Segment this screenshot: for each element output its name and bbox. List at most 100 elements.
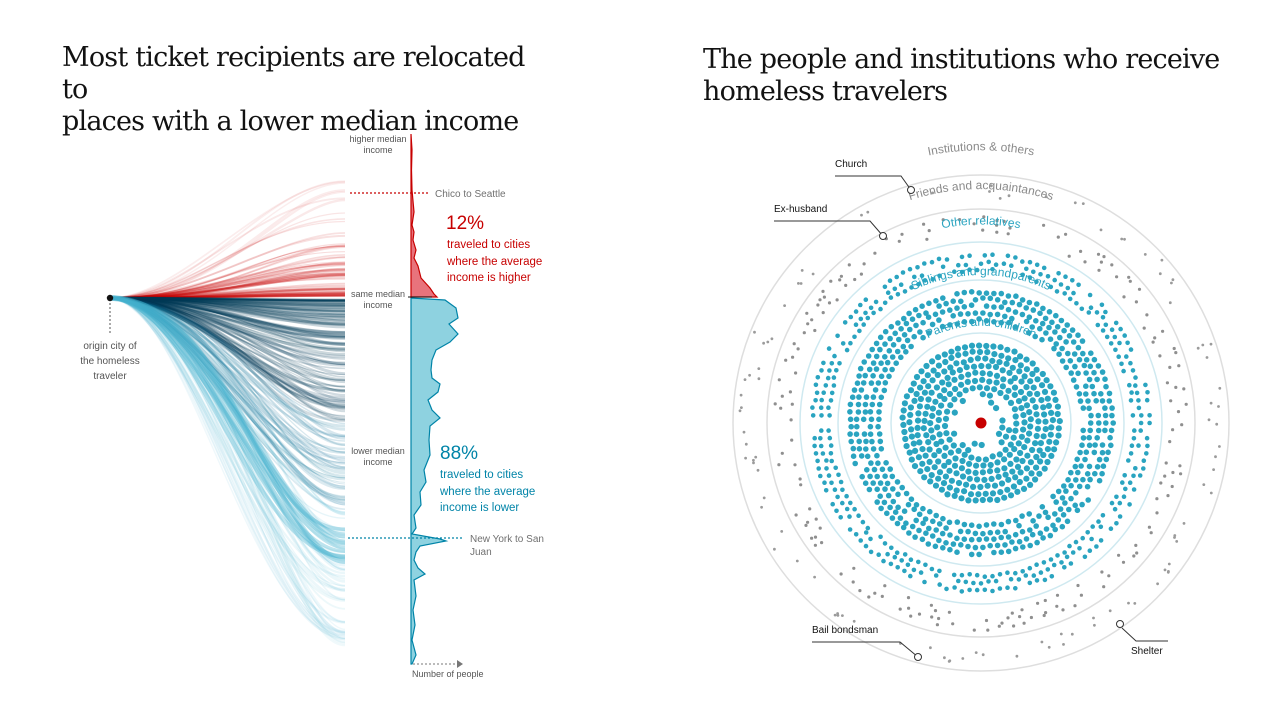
ring-dot	[972, 497, 979, 504]
left-title-line-2: places with a lower median income	[62, 106, 519, 137]
flow-line	[109, 297, 346, 406]
ring-dot	[911, 463, 919, 470]
ring-dot	[877, 334, 884, 341]
ring-dot	[1050, 493, 1056, 500]
flow-line	[109, 296, 346, 346]
ring-dot	[873, 299, 879, 305]
ring-dot	[898, 326, 904, 332]
ring-dot	[881, 499, 888, 506]
ring-dot	[945, 381, 952, 388]
ring-dot	[877, 438, 884, 445]
flow-line	[109, 296, 346, 592]
ring-dot	[1027, 580, 1033, 586]
ring-dot	[941, 351, 948, 358]
ring-dot	[1079, 442, 1085, 449]
ring-dot	[1114, 494, 1119, 500]
ring-dot	[1094, 544, 1099, 549]
ring-dot	[1007, 441, 1014, 448]
ring-dot	[1085, 398, 1091, 404]
ring-dot	[1046, 324, 1052, 331]
ring-dot	[944, 586, 949, 592]
ring-dot	[802, 331, 806, 335]
flow-line	[109, 292, 346, 300]
ring-dot	[867, 431, 874, 438]
ring-dot	[842, 320, 848, 325]
ring-dot	[954, 535, 960, 542]
flow-line	[109, 295, 346, 546]
ring-dot	[959, 572, 965, 578]
ring-dot	[935, 475, 942, 482]
flow-line	[109, 297, 346, 366]
ring-dot	[981, 653, 985, 657]
ring-dot	[933, 298, 939, 304]
ring-dot	[818, 298, 822, 302]
flow-line	[109, 297, 346, 315]
ring-dot	[974, 355, 982, 362]
ring-dot	[973, 462, 980, 469]
ring-dot	[975, 456, 982, 463]
ring-dot	[826, 346, 832, 351]
ring-dot	[822, 480, 827, 486]
ring-dot	[955, 447, 962, 454]
ring-dot	[1117, 514, 1123, 519]
ring-dot	[1100, 328, 1106, 333]
ring-dot	[1095, 322, 1101, 328]
ring-dot	[901, 315, 907, 322]
ring-dot	[858, 538, 863, 543]
ring-dot	[892, 509, 899, 515]
ring-dot	[856, 373, 862, 379]
ring-dot	[874, 486, 880, 493]
ring-dot	[994, 529, 1001, 535]
higher-income-distribution	[410, 133, 439, 298]
flow-line	[109, 245, 346, 299]
ring-dot	[1030, 518, 1036, 524]
ring-dot	[1037, 310, 1043, 317]
ring-dot	[839, 572, 843, 576]
ring-dot	[928, 427, 935, 434]
ring-dot	[1178, 464, 1182, 468]
ring-dot	[830, 501, 835, 507]
ring-dot	[858, 302, 863, 308]
ring-dot	[1009, 315, 1015, 322]
ring-dot	[1207, 418, 1211, 422]
ring-dot	[876, 552, 881, 557]
ring-dot	[1067, 254, 1071, 258]
ring-dot	[1215, 422, 1219, 426]
ring-dot	[1109, 405, 1115, 411]
stat-low-text-3: income is lower	[440, 502, 519, 514]
flow-line	[109, 267, 346, 299]
ring-dot	[836, 612, 839, 615]
ring-dot	[929, 434, 937, 441]
ring-dot	[906, 449, 913, 456]
ring-dot	[946, 390, 954, 398]
ring-dot	[1034, 376, 1041, 383]
ring-dot	[1159, 481, 1163, 485]
ring-dot	[873, 340, 880, 347]
ring-dot	[974, 476, 981, 483]
ring-dot	[921, 389, 929, 396]
ring-dot	[1043, 377, 1050, 384]
ring-dot	[906, 596, 911, 600]
flow-line	[109, 296, 346, 602]
ring-dot	[840, 341, 846, 346]
ring-dot	[1004, 346, 1011, 353]
flow-line	[109, 268, 346, 299]
flow-line	[109, 297, 346, 506]
ring-dot	[1123, 237, 1126, 241]
ring-dot	[1052, 396, 1059, 403]
ring-dot	[995, 473, 1002, 480]
ring-dot	[834, 508, 839, 514]
ring-dot	[810, 413, 816, 418]
ring-dot	[826, 428, 831, 433]
ring-dot	[1175, 540, 1179, 543]
ring-dot	[1074, 507, 1081, 514]
flow-line	[109, 296, 346, 338]
ring-dot	[1094, 310, 1100, 315]
ring-dot	[868, 549, 874, 555]
ring-dot	[1032, 476, 1039, 483]
ring-dot	[1018, 615, 1022, 619]
ring-dot	[836, 472, 841, 478]
ring-dot	[1012, 357, 1019, 364]
ring-dot	[1076, 282, 1081, 288]
ring-dot	[1053, 499, 1059, 505]
